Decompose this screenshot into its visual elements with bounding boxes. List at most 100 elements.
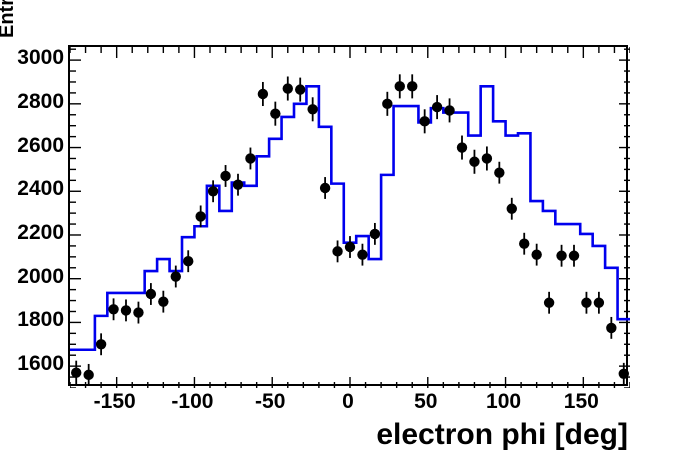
data-point [207,180,219,203]
y-tick-label: 2200 [17,220,64,244]
marker-dot [581,297,592,308]
marker-dot [394,81,405,92]
marker-dot [83,369,94,381]
marker-dot [170,271,181,282]
plot-svg [70,47,630,388]
data-point [568,244,580,267]
marker-dot [593,297,605,308]
data-point [593,291,605,314]
x-axis-title: electron phi [deg] [376,418,628,451]
marker-dot [319,182,331,194]
marker-dot [494,167,505,178]
marker-dot [183,256,194,267]
data-point [158,290,169,313]
data-point [245,147,256,170]
marker-dot [481,153,493,164]
marker-dot [344,241,356,253]
marker-dot [568,250,580,261]
marker-dot [145,288,157,300]
y-tick-label: 2600 [17,133,64,157]
data-point [170,265,181,288]
data-point [257,81,269,107]
x-tick-label: 0 [342,390,354,413]
marker-dot [71,367,82,378]
x-tick-label: -150 [93,390,136,413]
marker-dot [519,238,530,249]
marker-dot [108,304,119,315]
x-tick-label: 150 [563,390,599,413]
marker-dot [369,228,381,240]
marker-dot [543,297,555,308]
data-point [282,76,293,101]
data-point [332,240,343,263]
data-point [581,291,592,314]
marker-dot [270,108,281,119]
y-tick-label: 1800 [17,308,64,332]
data-point [556,244,567,267]
data-point [270,101,281,126]
data-point [469,149,480,174]
data-point [369,222,381,245]
data-point [108,298,119,321]
axis-ticks [70,47,630,388]
marker-dot [556,250,567,261]
marker-dot [382,98,393,110]
x-tick-label: -100 [171,390,214,413]
y-tick-label: 3000 [17,46,64,70]
data-point [232,173,244,196]
data-point [145,283,157,305]
marker-dot [506,203,517,214]
marker-dot [444,105,455,116]
data-point [120,299,132,322]
y-tick-label: 1600 [17,352,64,376]
marker-dot [295,84,306,95]
marker-dot [133,307,144,318]
marker-dot [195,211,206,222]
data-point [71,360,82,385]
plot-frame [68,45,630,388]
marker-dot [120,305,132,316]
marker-dot [220,170,231,182]
marker-dot [531,249,542,260]
y-tick-label: 2800 [17,89,64,113]
data-point [357,243,368,266]
data-point [382,91,393,116]
data-point [183,250,194,273]
x-tick-label: 50 [414,390,438,413]
marker-dot [469,156,480,167]
data-point [606,316,617,339]
data-point [456,135,468,160]
marker-dot [606,322,617,334]
data-points-group [71,74,629,386]
marker-dot [207,186,219,197]
marker-dot [95,339,107,350]
data-point [431,95,443,120]
marker-dot [407,81,418,92]
data-point [481,146,493,171]
data-point [519,232,530,255]
data-point [83,363,94,386]
marker-dot [257,88,269,100]
data-point [419,109,430,134]
data-point [543,291,555,314]
data-point [407,74,418,99]
marker-dot [232,179,244,190]
data-point [319,177,331,199]
marker-dot [307,104,318,115]
marker-dot [332,246,343,257]
data-point [506,197,517,220]
data-point [133,301,144,324]
data-point [295,77,306,102]
marker-dot [618,368,629,379]
data-point [444,98,455,123]
marker-dot [282,83,293,94]
data-point [394,74,405,99]
x-tick-label: 100 [486,390,522,413]
data-point [531,243,542,266]
marker-dot [419,116,430,127]
x-tick-label: -50 [255,390,286,413]
marker-dot [245,153,256,164]
data-point [618,362,629,385]
y-tick-label: 2000 [17,264,64,288]
